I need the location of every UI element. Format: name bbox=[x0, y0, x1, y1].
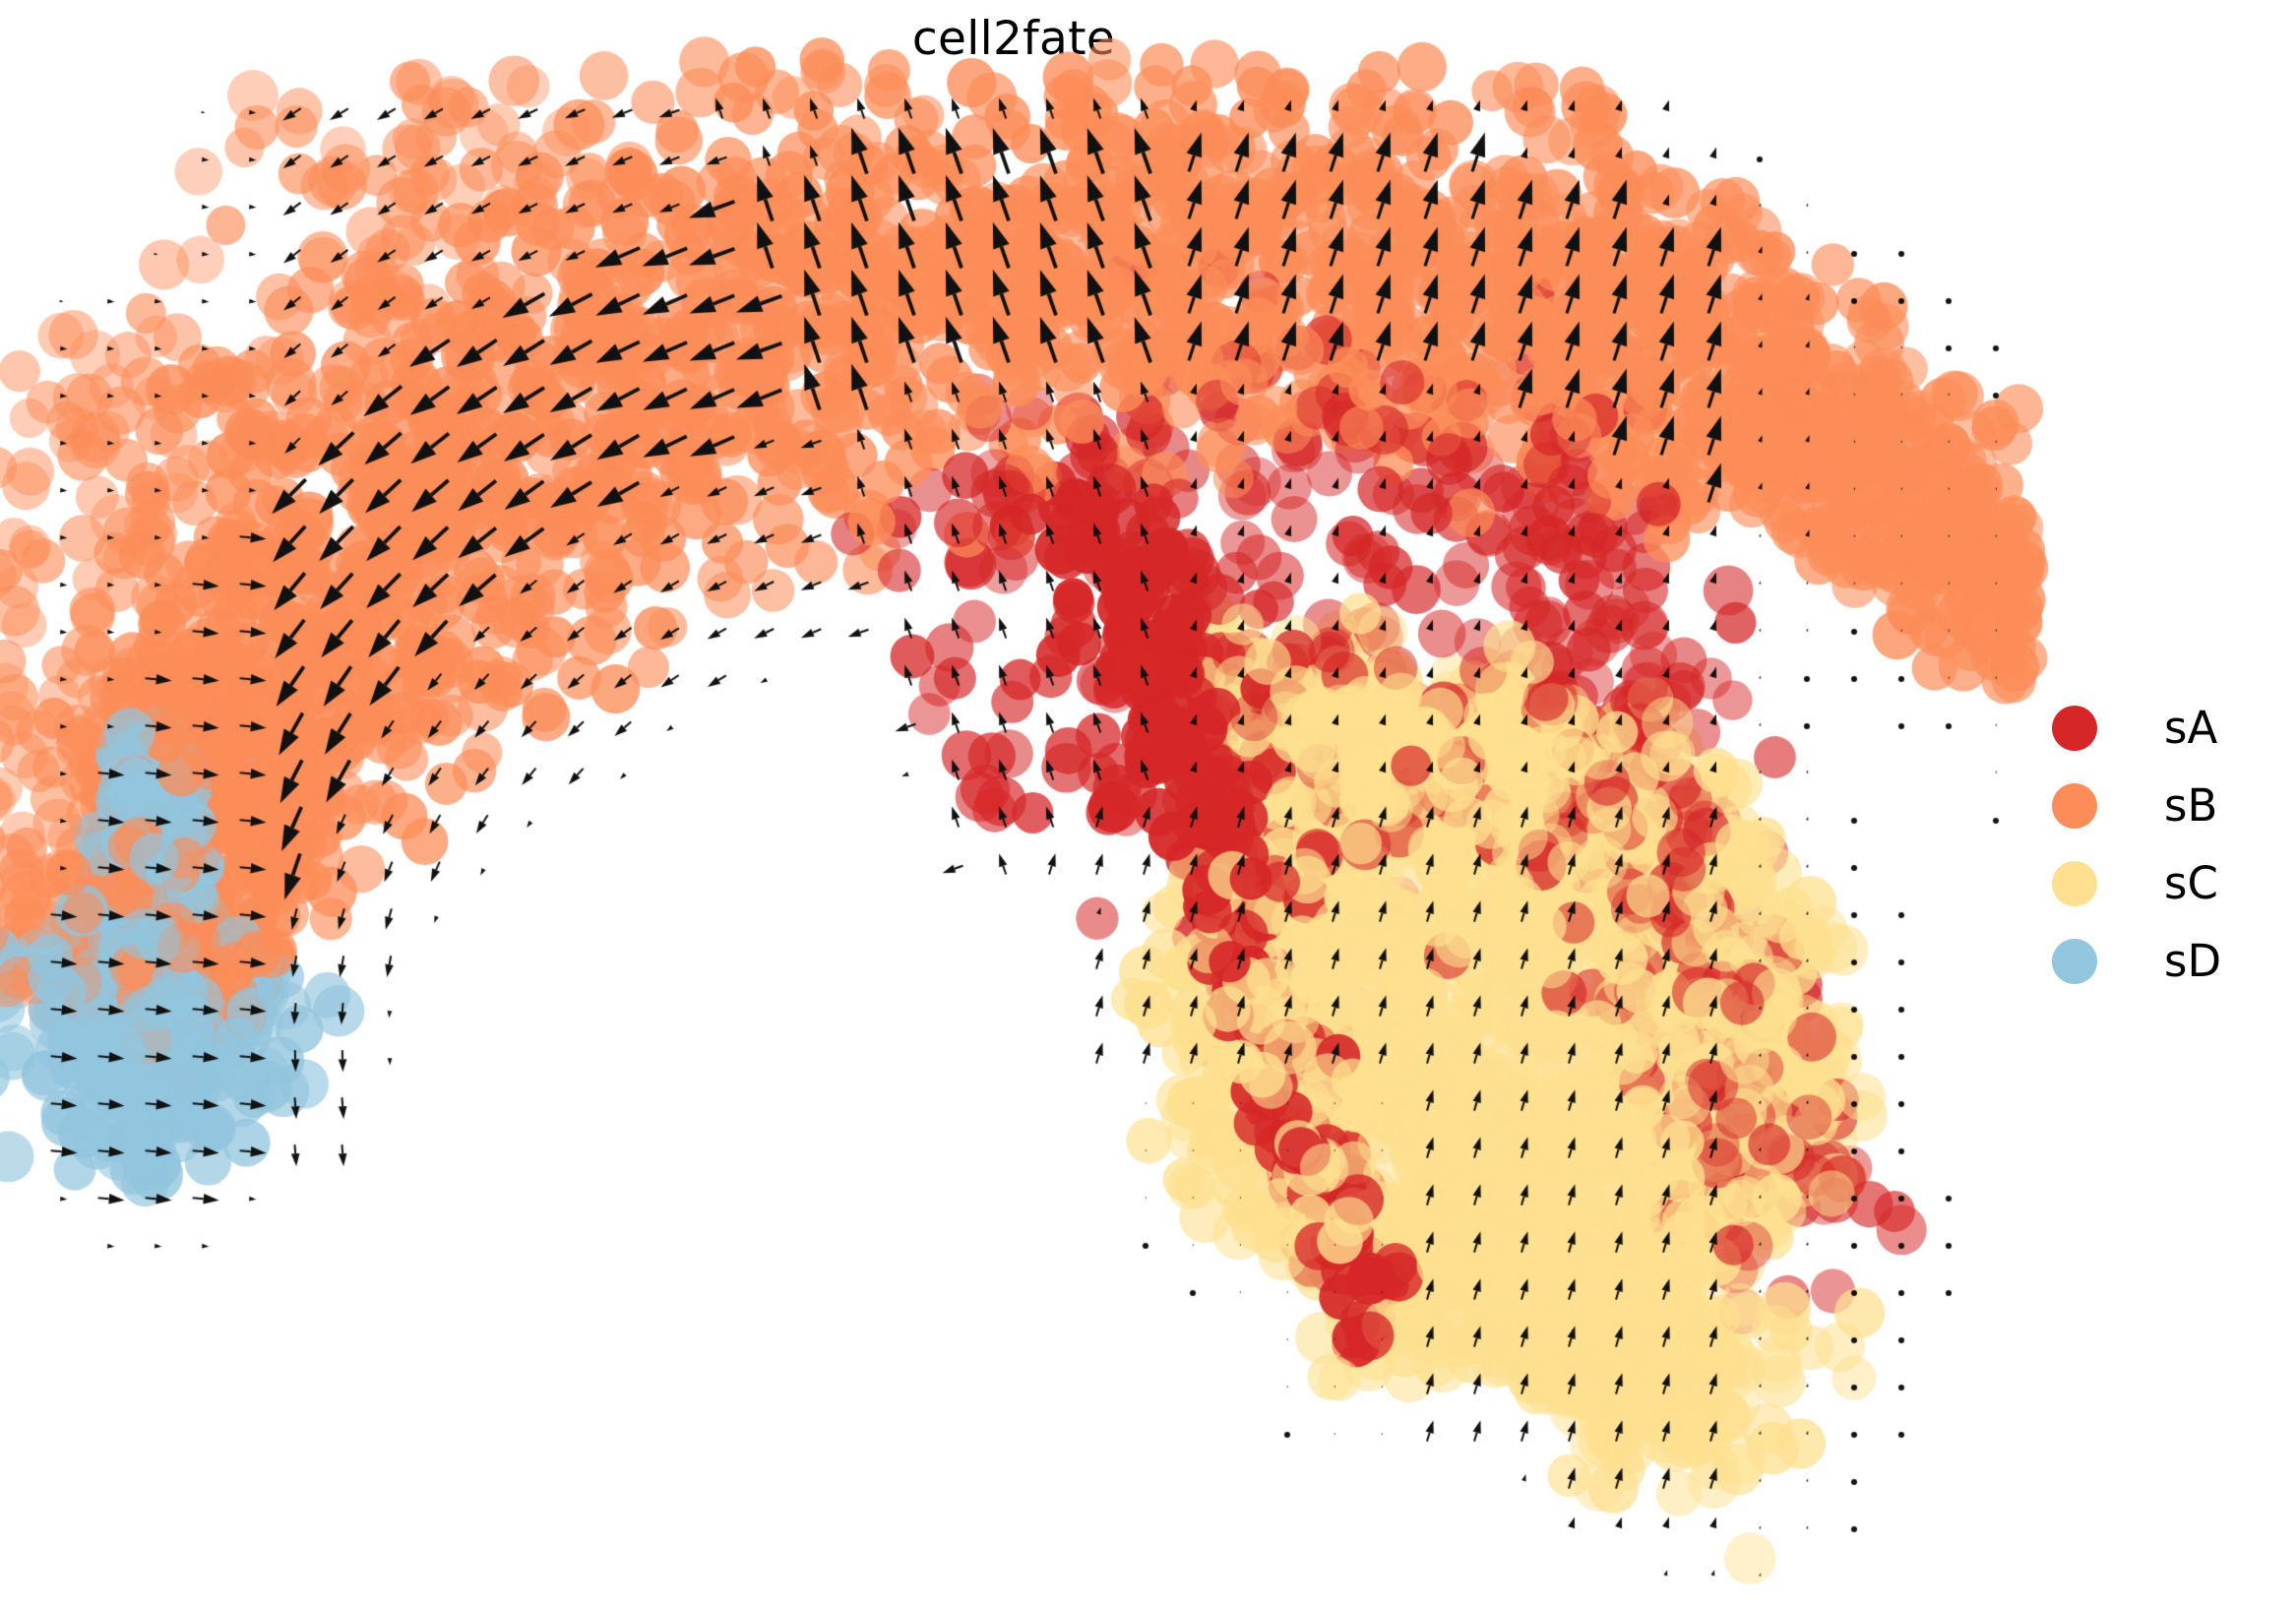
legend-item-sB[interactable]: sB bbox=[2052, 767, 2288, 844]
legend-swatch-icon-sC bbox=[2052, 860, 2097, 906]
legend: sA sB sC sD bbox=[2052, 689, 2288, 1000]
legend-item-sD[interactable]: sD bbox=[2052, 922, 2288, 1000]
legend-label-sB: sB bbox=[2164, 779, 2218, 832]
legend-item-sA[interactable]: sA bbox=[2052, 689, 2288, 767]
legend-swatch-icon-sA bbox=[2052, 705, 2097, 751]
legend-swatch-icon-sB bbox=[2052, 782, 2097, 829]
legend-label-sD: sD bbox=[2164, 935, 2222, 987]
legend-item-sC[interactable]: sC bbox=[2052, 844, 2288, 922]
legend-label-sA: sA bbox=[2164, 702, 2218, 754]
legend-label-sC: sC bbox=[2164, 857, 2218, 909]
legend-swatch-icon-sD bbox=[2052, 938, 2097, 984]
